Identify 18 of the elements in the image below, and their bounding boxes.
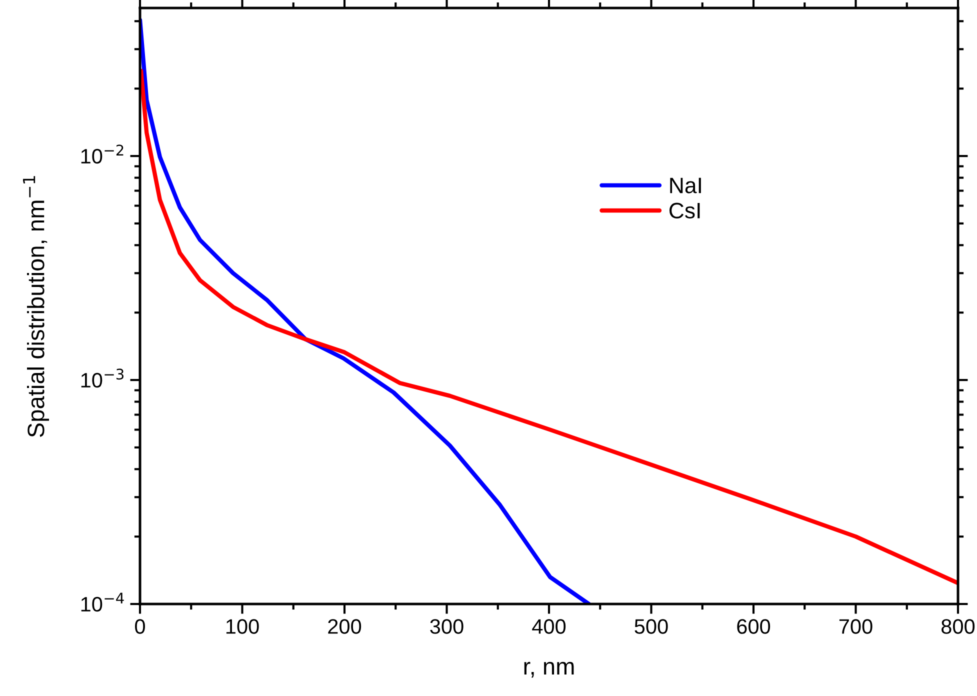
x-tick-label: 800 [942,619,975,634]
x-tick-label: 300 [430,619,464,634]
line-series [140,68,958,586]
x-tick-label: 400 [532,619,566,634]
x-tick-label: 600 [737,619,770,634]
x-tick-label: 700 [839,619,872,634]
y-tick-label: 10$^{−3}$ [81,368,124,388]
x-tick-label: 200 [328,619,362,634]
x-tick-label: 0 [135,619,145,634]
x-axis-title: r, nm [524,662,574,678]
legend-label: CsI [670,202,700,218]
line-series [140,18,591,604]
y-tick-label: 10$^{−4}$ [81,592,124,612]
legend-label: NaI [670,178,701,194]
y-axis-title: Spatial distribution, nm$^{−1}$ [23,176,50,438]
x-tick-label: 100 [226,619,259,634]
y-tick-label: 10$^{−2}$ [81,144,124,164]
x-tick-label: 500 [634,619,668,634]
